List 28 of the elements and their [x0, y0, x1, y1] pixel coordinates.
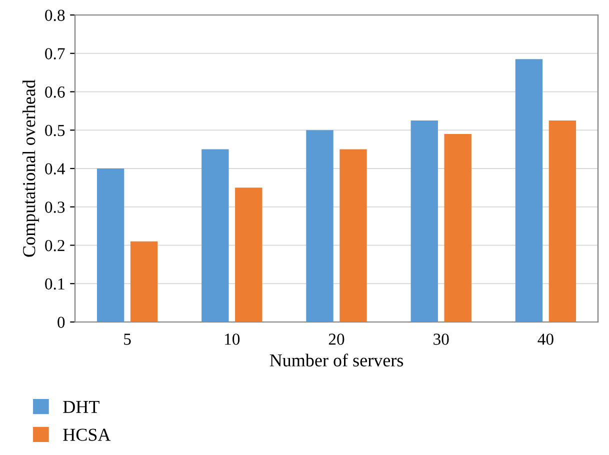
- bar: [235, 188, 262, 322]
- y-tick-label: 0.2: [45, 240, 64, 252]
- y-tick-label: 0.7: [45, 48, 65, 60]
- x-tick-label: 10: [225, 334, 240, 345]
- x-tick-label: 20: [328, 334, 344, 345]
- bar: [202, 149, 229, 322]
- bar: [306, 130, 334, 322]
- bar: [340, 149, 367, 322]
- bar: [548, 120, 576, 322]
- legend-label: DHT: [63, 401, 100, 413]
- y-tick-label: 0: [58, 316, 65, 328]
- x-axis-title: Number of servers: [270, 354, 404, 366]
- x-tick-label: 5: [124, 334, 131, 345]
- y-tick-label: 0.3: [45, 202, 65, 213]
- bar: [96, 168, 124, 322]
- bar: [130, 241, 158, 322]
- y-axis-title: Computational overhead: [22, 80, 39, 257]
- x-tick-label: 30: [434, 334, 449, 345]
- y-tick-label: 0.1: [45, 278, 64, 290]
- bar: [410, 120, 438, 322]
- bar: [444, 134, 472, 322]
- legend-label: HCSA: [63, 428, 111, 441]
- y-tick-label: 0.4: [45, 163, 66, 175]
- y-tick-label: 0.5: [45, 124, 65, 136]
- y-tick-label: 0.6: [45, 86, 65, 98]
- y-tick-label: 0.8: [45, 10, 65, 22]
- x-tick-label: 40: [538, 334, 554, 345]
- bar: [515, 59, 543, 322]
